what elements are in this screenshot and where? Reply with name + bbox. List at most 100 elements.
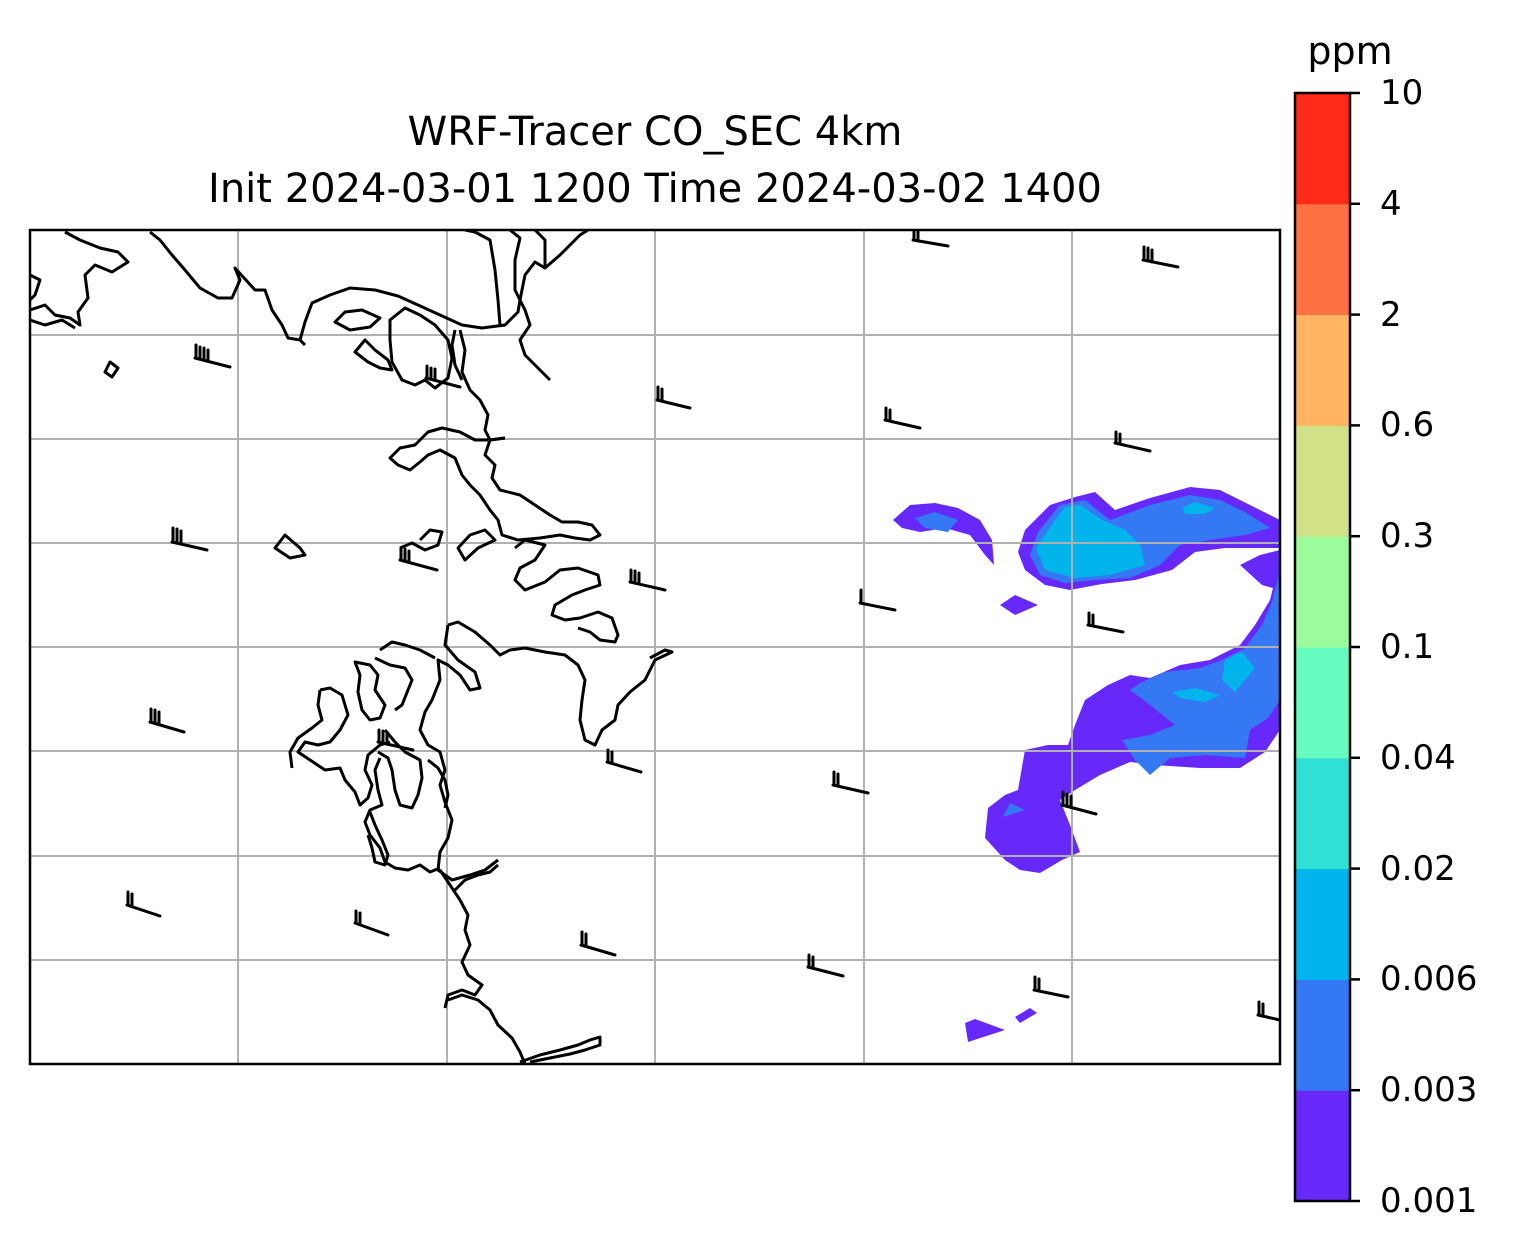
wind-barb: [911, 230, 950, 248]
coastline: [447, 620, 674, 747]
colorbar-tick-label: 0.006: [1380, 959, 1478, 1000]
wind-barb: [424, 364, 462, 389]
wind-barb: [170, 526, 209, 552]
colorbar-tick-label: 4: [1380, 183, 1402, 224]
map-title-line-2: Init 2024-03-01 1200 Time 2024-03-02 140…: [208, 166, 1102, 212]
colorbar-segment: [1295, 647, 1350, 759]
colorbar-segment: [1295, 203, 1350, 316]
colorbar-segment: [1295, 868, 1350, 980]
tracer-area: [1015, 1008, 1037, 1023]
coastline: [30, 230, 130, 327]
coastline: [288, 689, 324, 769]
coastline-layer: [30, 230, 674, 1064]
coastline: [333, 308, 382, 332]
tracer-area: [1003, 803, 1025, 817]
wind-barb: [148, 707, 186, 734]
colorbar: [1293, 91, 1360, 1203]
colorbar-tick-label: 0.003: [1380, 1070, 1478, 1111]
tracer-concentration-layer: [893, 487, 1280, 1042]
coastline: [427, 758, 450, 809]
colorbar-segment: [1295, 425, 1350, 537]
wind-barb: [605, 748, 643, 774]
colorbar-tick-label: 0.04: [1380, 737, 1456, 778]
tracer-area: [1122, 570, 1280, 775]
coastline: [519, 1035, 602, 1064]
tracer-area: [893, 503, 994, 565]
coastline: [388, 426, 602, 542]
colorbar-tick-label: 0.02: [1380, 848, 1456, 889]
wind-barb: [1060, 790, 1098, 816]
coastline: [450, 329, 464, 381]
tracer-area: [965, 1019, 1005, 1042]
coastline: [273, 533, 307, 560]
colorbar-segment: [1295, 757, 1350, 870]
colorbar-tick-label: 2: [1380, 294, 1402, 335]
coastline: [388, 306, 454, 390]
tracer-area: [1240, 550, 1280, 590]
colorbar-unit-label: ppm: [1307, 29, 1393, 73]
wind-barb: [125, 890, 162, 918]
map-gridlines: [30, 230, 1280, 1064]
coastline: [438, 869, 484, 1009]
wind-barb: [628, 568, 667, 592]
tracer-area: [1182, 502, 1215, 514]
wind-barb: [858, 588, 897, 612]
coastline: [399, 528, 444, 552]
tracer-area: [1222, 652, 1255, 692]
wind-barb: [655, 385, 692, 410]
colorbar-tick-label: 0.3: [1380, 516, 1435, 557]
coastline: [447, 993, 527, 1064]
coastline: [509, 230, 522, 301]
coastline: [366, 811, 390, 867]
tracer-area: [985, 560, 1280, 873]
colorbar-segment: [1295, 979, 1350, 1091]
colorbar-tick-label: 0.6: [1380, 405, 1435, 446]
coastline: [374, 656, 414, 712]
coastline: [464, 230, 502, 326]
colorbar-segment: [1295, 93, 1350, 205]
colorbar-tick-label: 10: [1380, 73, 1424, 113]
coastline: [518, 260, 546, 301]
colorbar-tick-label: 0.1: [1380, 627, 1435, 667]
coastline: [353, 338, 394, 372]
wind-barb: [579, 930, 617, 957]
wind-barb: [883, 406, 922, 430]
map-frame: [28, 228, 1282, 1066]
coastline: [458, 329, 506, 442]
wind-barb: [1141, 245, 1180, 269]
coastline: [363, 757, 441, 874]
coastline: [30, 318, 76, 330]
coastline: [377, 729, 424, 810]
coastline: [103, 360, 120, 379]
tracer-area: [1036, 505, 1145, 578]
coastline: [533, 230, 589, 270]
coastline: [418, 624, 499, 882]
wind-barb: [1113, 430, 1152, 453]
colorbar-segment: [1295, 314, 1350, 426]
coastline: [456, 528, 497, 562]
coastline: [379, 640, 436, 660]
coastline: [30, 273, 42, 302]
coastline: [296, 686, 391, 807]
colorbar-segment: [1295, 1090, 1350, 1202]
wind-barb: [806, 953, 845, 978]
wind-barb: [376, 728, 415, 752]
wind-barb: [398, 546, 439, 572]
colorbar-segment: [1295, 536, 1350, 648]
wind-barb: [831, 770, 870, 795]
wind-barbs-layer: [125, 230, 1280, 1022]
map-title-line-1: WRF-Tracer CO_SEC 4km: [407, 109, 903, 155]
wind-barb: [1086, 611, 1125, 634]
tracer-area: [915, 512, 958, 532]
tracer-area: [1172, 688, 1220, 702]
wind-barb: [1032, 975, 1070, 999]
coastline: [353, 660, 387, 722]
coastline: [298, 286, 552, 382]
colorbar-tick-label: 0.001: [1380, 1181, 1478, 1221]
coastline: [149, 230, 307, 347]
wind-barb: [353, 909, 390, 937]
wind-barb: [1256, 1000, 1280, 1022]
coastline: [453, 863, 499, 892]
wind-barb: [193, 343, 232, 369]
